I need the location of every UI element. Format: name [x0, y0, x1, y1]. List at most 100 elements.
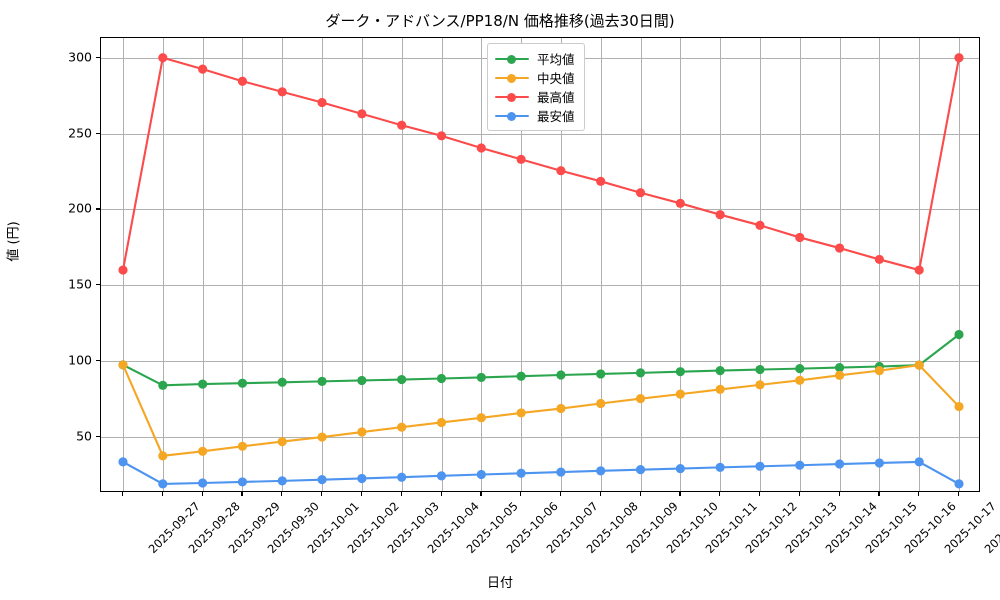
- data-point: [914, 457, 924, 467]
- y-tick-mark: [96, 284, 100, 286]
- legend-label: 平均値: [537, 52, 575, 67]
- y-tick-mark: [96, 56, 100, 58]
- y-tick-mark: [96, 435, 100, 438]
- data-point: [675, 463, 685, 474]
- data-point: [914, 265, 924, 275]
- data-point: [198, 379, 208, 389]
- gridline-vertical: [760, 38, 761, 491]
- data-point: [715, 366, 725, 376]
- data-point: [834, 370, 845, 380]
- data-point: [795, 375, 805, 385]
- data-point: [237, 441, 248, 451]
- legend-item-平均値[interactable]: 平均値: [495, 49, 575, 68]
- series-平均値: [118, 329, 964, 390]
- data-point: [436, 373, 447, 384]
- legend-label: 最高値: [537, 90, 575, 105]
- data-point: [755, 380, 765, 390]
- x-tick-mark: [559, 492, 562, 496]
- data-point: [635, 368, 646, 378]
- data-point: [277, 476, 287, 486]
- x-tick-mark: [440, 492, 442, 496]
- data-point: [476, 469, 486, 480]
- data-point: [795, 232, 805, 243]
- x-tick-mark: [918, 492, 920, 496]
- gridline-horizontal: [101, 436, 979, 438]
- series-中央値: [118, 360, 964, 461]
- gridline-vertical: [600, 38, 602, 491]
- data-point: [397, 472, 407, 482]
- data-point: [635, 188, 646, 198]
- x-tick-mark: [360, 492, 363, 496]
- x-tick-mark: [599, 492, 601, 496]
- data-point: [357, 375, 367, 386]
- data-point: [277, 87, 287, 97]
- y-tick-label: 100: [68, 352, 92, 368]
- data-point: [436, 131, 447, 141]
- plot-area: [100, 37, 980, 492]
- gridline-vertical: [720, 38, 722, 491]
- data-point: [954, 53, 964, 63]
- x-tick-mark: [798, 492, 801, 496]
- data-point: [954, 329, 964, 340]
- data-point: [158, 479, 168, 489]
- gridline-vertical: [162, 38, 164, 491]
- y-tick-label: 250: [68, 125, 92, 141]
- data-point: [874, 458, 884, 468]
- chart-title: ダーク・アドバンス/PP18/N 価格推移(過去30日間): [325, 12, 675, 30]
- legend-item-中央値[interactable]: 中央値: [495, 68, 575, 87]
- y-tick-label: 50: [76, 428, 92, 444]
- data-point: [118, 265, 128, 275]
- data-point: [118, 360, 128, 370]
- data-point: [237, 76, 248, 86]
- data-point: [954, 401, 964, 412]
- data-point: [556, 467, 566, 477]
- gridline-vertical: [959, 38, 960, 491]
- gridline-vertical: [640, 38, 642, 491]
- x-tick-mark: [480, 492, 482, 496]
- gridline-horizontal: [101, 285, 979, 287]
- data-point: [158, 380, 168, 390]
- data-point: [596, 369, 606, 379]
- x-tick-mark: [122, 492, 124, 496]
- legend-marker-icon: [495, 72, 529, 84]
- x-tick-mark: [878, 492, 880, 496]
- data-point: [476, 143, 486, 153]
- gridline-horizontal: [101, 133, 979, 135]
- data-point: [715, 210, 725, 220]
- data-point: [755, 461, 765, 471]
- data-point: [118, 457, 128, 467]
- y-axis-title: 値 (円): [6, 221, 22, 262]
- data-point: [715, 462, 725, 472]
- data-point: [755, 364, 765, 375]
- gridline-vertical: [799, 38, 801, 491]
- x-tick-mark: [639, 492, 641, 496]
- gridline-vertical: [361, 38, 363, 491]
- gridline-vertical: [680, 38, 682, 491]
- data-point: [237, 378, 248, 388]
- data-point: [436, 471, 447, 481]
- data-point: [556, 370, 566, 380]
- y-tick-mark: [96, 360, 100, 362]
- legend-marker-icon: [495, 53, 529, 65]
- gridline-vertical: [560, 38, 562, 491]
- gridline-vertical: [839, 38, 841, 491]
- data-point: [516, 468, 526, 478]
- y-tick-mark: [96, 132, 100, 134]
- y-tick-label: 300: [68, 49, 92, 65]
- gridline-vertical: [521, 38, 523, 491]
- gridline-vertical: [242, 38, 244, 491]
- data-point: [954, 479, 964, 489]
- data-point: [914, 360, 924, 370]
- legend-item-最安値[interactable]: 最安値: [495, 106, 575, 125]
- x-tick-mark: [759, 492, 761, 496]
- x-tick-mark: [679, 492, 681, 496]
- data-point: [675, 367, 685, 377]
- x-tick-mark: [958, 492, 960, 496]
- data-point: [675, 389, 685, 399]
- gridline-vertical: [481, 38, 483, 491]
- x-tick-mark: [201, 492, 203, 496]
- legend-item-最高値[interactable]: 最高値: [495, 87, 575, 106]
- data-point: [397, 422, 407, 432]
- data-point: [357, 109, 367, 119]
